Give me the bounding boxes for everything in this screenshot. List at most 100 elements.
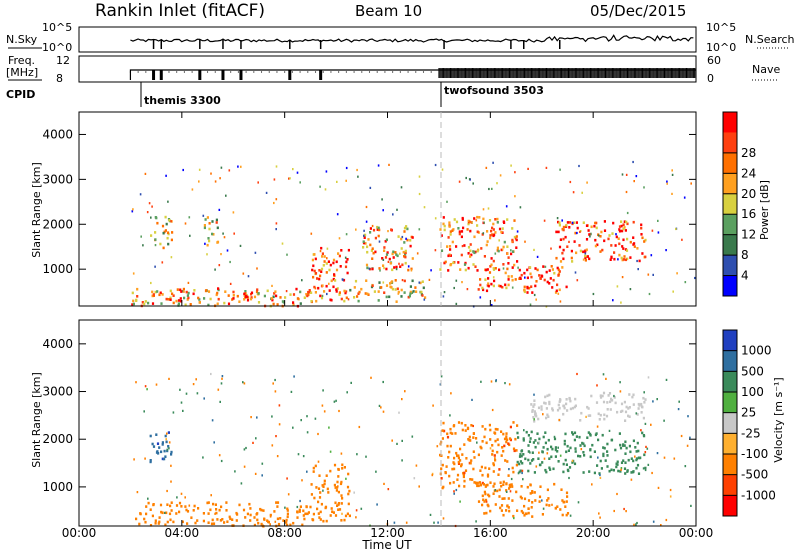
nave-dot xyxy=(407,71,409,73)
scatter-cell xyxy=(340,494,343,497)
scatter-cell xyxy=(301,279,303,282)
scatter-cell xyxy=(169,298,172,301)
scatter-cell xyxy=(529,462,532,465)
scatter-cell xyxy=(292,293,296,296)
scatter-cell xyxy=(533,420,536,423)
scatter-cell xyxy=(303,296,306,299)
scatter-cell xyxy=(316,507,319,511)
scatter-cell xyxy=(410,269,413,272)
scatter-cell xyxy=(170,509,173,512)
scatter-cell xyxy=(562,470,565,474)
scatter-cell xyxy=(565,285,568,289)
scatter-cell xyxy=(612,468,615,472)
scatter-cell xyxy=(299,290,302,294)
scatter-cell xyxy=(574,231,577,235)
scatter-cell xyxy=(416,252,419,255)
scatter-cell xyxy=(636,413,639,416)
scatter-cell xyxy=(469,229,472,233)
scatter-cell xyxy=(548,457,551,460)
scatter-cell xyxy=(368,267,371,270)
scatter-cell xyxy=(579,249,582,253)
scatter-cell xyxy=(301,479,303,482)
scatter-cell xyxy=(492,276,495,279)
scatter-cell xyxy=(596,464,599,467)
scatter-cell xyxy=(544,395,547,399)
scatter-cell xyxy=(595,401,599,404)
scatter-cell xyxy=(580,411,583,415)
scatter-cell xyxy=(615,233,617,236)
scatter-cell xyxy=(370,249,373,252)
scatter-cell xyxy=(166,449,169,453)
scatter-cell xyxy=(602,373,605,376)
scatter-cell xyxy=(276,303,279,306)
scatter-cell xyxy=(409,244,412,248)
scatter-cell xyxy=(593,471,596,475)
scatter-cell xyxy=(306,415,308,418)
scatter-cell xyxy=(403,279,406,283)
scatter-cell xyxy=(325,170,328,173)
freq-trace xyxy=(129,68,697,80)
scatter-cell xyxy=(632,403,635,406)
scatter-cell xyxy=(398,411,400,414)
scatter-cell xyxy=(272,295,275,299)
scatter-cell xyxy=(470,424,473,427)
scatter-cell xyxy=(545,270,548,274)
scatter-cell xyxy=(434,163,437,167)
nave-dot xyxy=(353,71,355,73)
scatter-cell xyxy=(325,271,328,274)
scatter-cell xyxy=(319,250,322,253)
scatter-cell xyxy=(504,271,507,275)
scatter-cell xyxy=(203,297,206,300)
scatter-cell xyxy=(660,524,662,527)
scatter-cell xyxy=(231,518,234,521)
scatter-cell xyxy=(618,253,621,257)
scatter-cell xyxy=(516,230,519,233)
scatter-cell xyxy=(503,497,506,500)
scatter-cell xyxy=(544,441,547,445)
scatter-cell xyxy=(377,299,380,302)
scatter-cell xyxy=(600,467,603,470)
scatter-cell xyxy=(166,432,168,435)
scatter-cell xyxy=(279,296,282,299)
scatter-cell xyxy=(402,250,405,254)
scatter-cell xyxy=(554,506,557,510)
scatter-cell xyxy=(575,221,578,224)
scatter-cell xyxy=(675,227,677,231)
nave-dot xyxy=(368,71,371,73)
scatter-cell xyxy=(377,234,380,238)
scatter-cell xyxy=(405,225,408,228)
scatter-cell xyxy=(381,198,383,201)
scatter-cell xyxy=(299,505,302,508)
scatter-cell xyxy=(243,448,246,451)
freq-gap xyxy=(152,70,156,80)
scatter-cell xyxy=(589,414,592,417)
scatter-cell xyxy=(315,486,318,489)
scatter-cell xyxy=(302,514,305,517)
y-tick-label: 4000 xyxy=(42,337,73,351)
scatter-cell xyxy=(155,433,158,436)
scatter-cell xyxy=(158,520,161,524)
scatter-cell xyxy=(382,258,385,261)
scatter-cell xyxy=(508,468,510,471)
scatter-cell xyxy=(476,215,479,219)
scatter-cell xyxy=(591,443,594,447)
scatter-cell xyxy=(587,407,590,410)
scatter-cell xyxy=(299,181,301,184)
scatter-cell xyxy=(533,410,536,413)
scatter-cell xyxy=(365,205,368,209)
scatter-cell xyxy=(499,174,502,177)
scatter-cell xyxy=(290,390,293,393)
cpid-segment-themis: themis 3300 xyxy=(144,94,221,107)
scatter-cell xyxy=(255,437,257,440)
scatter-cell xyxy=(306,512,309,516)
scatter-cell xyxy=(525,430,528,434)
scatter-cell xyxy=(561,499,564,502)
scatter-cell xyxy=(218,208,221,211)
scatter-cell xyxy=(154,265,156,268)
scatter-cell xyxy=(599,473,601,477)
scatter-cell xyxy=(370,376,372,379)
scatter-cell xyxy=(333,483,336,487)
scatter-cell xyxy=(164,523,167,527)
scatter-cell xyxy=(140,235,142,238)
scatter-cell xyxy=(573,221,576,224)
